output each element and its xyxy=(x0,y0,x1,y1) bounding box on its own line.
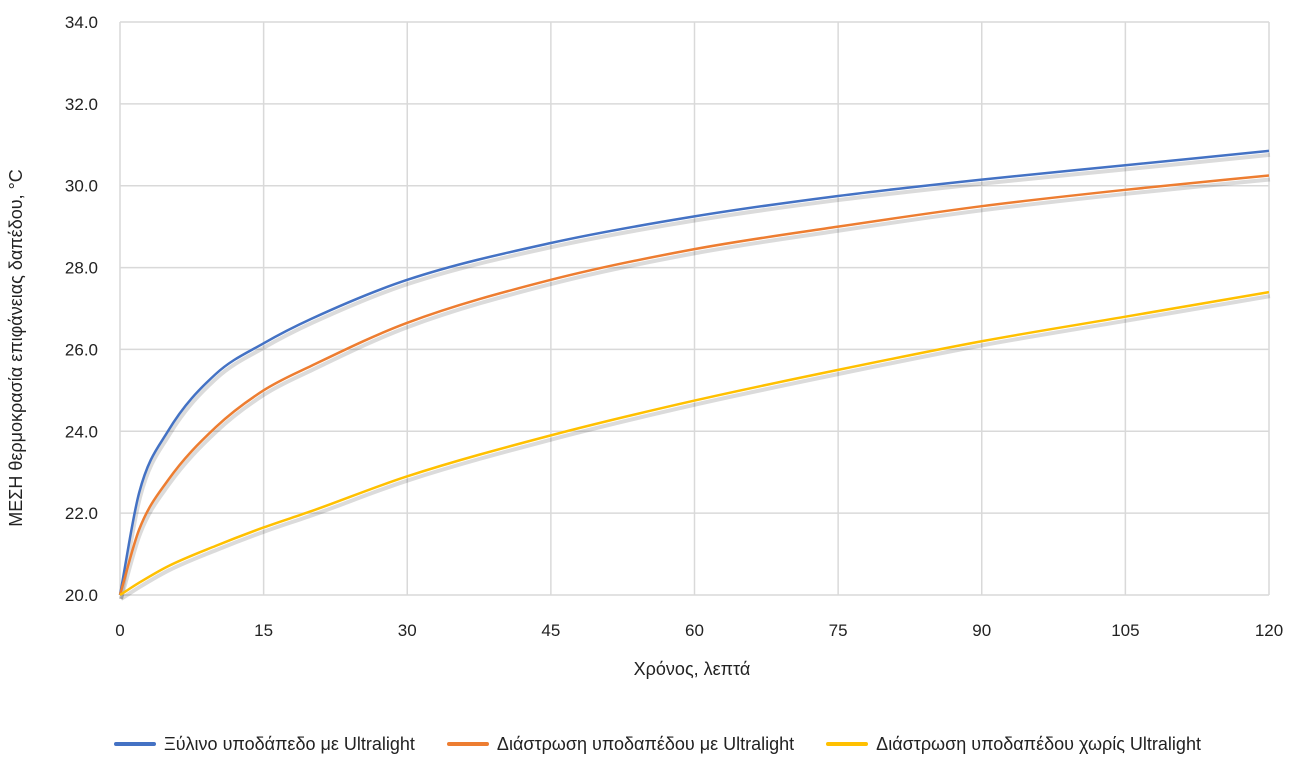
series-line-shadow xyxy=(121,296,1270,599)
x-axis-title: Χρόνος, λεπτά xyxy=(634,659,751,679)
x-tick-label: 60 xyxy=(685,621,704,640)
legend-item: Ξύλινο υποδάπεδο με Ultralight xyxy=(114,734,415,755)
legend-item: Διάστρωση υποδαπέδου με Ultralight xyxy=(447,734,794,755)
y-tick-label: 34.0 xyxy=(65,13,98,32)
y-tick-label: 20.0 xyxy=(65,586,98,605)
legend-label: Διάστρωση υποδαπέδου με Ultralight xyxy=(497,734,794,755)
x-tick-label: 0 xyxy=(115,621,124,640)
legend-label: Ξύλινο υποδάπεδο με Ultralight xyxy=(164,734,415,755)
grid xyxy=(120,22,1269,595)
legend-swatch xyxy=(114,742,156,746)
y-tick-label: 28.0 xyxy=(65,259,98,278)
x-tick-label: 120 xyxy=(1255,621,1283,640)
x-tick-label: 90 xyxy=(972,621,991,640)
legend-item: Διάστρωση υποδαπέδου χωρίς Ultralight xyxy=(826,734,1201,755)
y-tick-label: 26.0 xyxy=(65,340,98,359)
y-tick-label: 22.0 xyxy=(65,504,98,523)
x-tick-label: 105 xyxy=(1111,621,1139,640)
y-tick-label: 24.0 xyxy=(65,422,98,441)
legend-swatch xyxy=(447,742,489,746)
x-tick-label: 30 xyxy=(398,621,417,640)
legend-label: Διάστρωση υποδαπέδου χωρίς Ultralight xyxy=(876,734,1201,755)
y-tick-label: 30.0 xyxy=(65,177,98,196)
x-axis-ticks: 0 15 30 45 60 75 90 105 120 xyxy=(115,621,1283,640)
y-axis-ticks: 20.0 22.0 24.0 26.0 28.0 30.0 32.0 34.0 xyxy=(65,13,98,605)
legend-swatch xyxy=(826,742,868,746)
x-tick-label: 75 xyxy=(829,621,848,640)
legend: Ξύλινο υποδάπεδο με Ultralight Διάστρωση … xyxy=(0,732,1315,756)
x-tick-label: 45 xyxy=(541,621,560,640)
y-axis-title: ΜΕΣΗ θερμοκρασία επιφάνειας δαπέδου, °C xyxy=(6,169,26,527)
y-tick-label: 32.0 xyxy=(65,95,98,114)
series-line-shadow xyxy=(121,179,1270,599)
x-tick-label: 15 xyxy=(254,621,273,640)
